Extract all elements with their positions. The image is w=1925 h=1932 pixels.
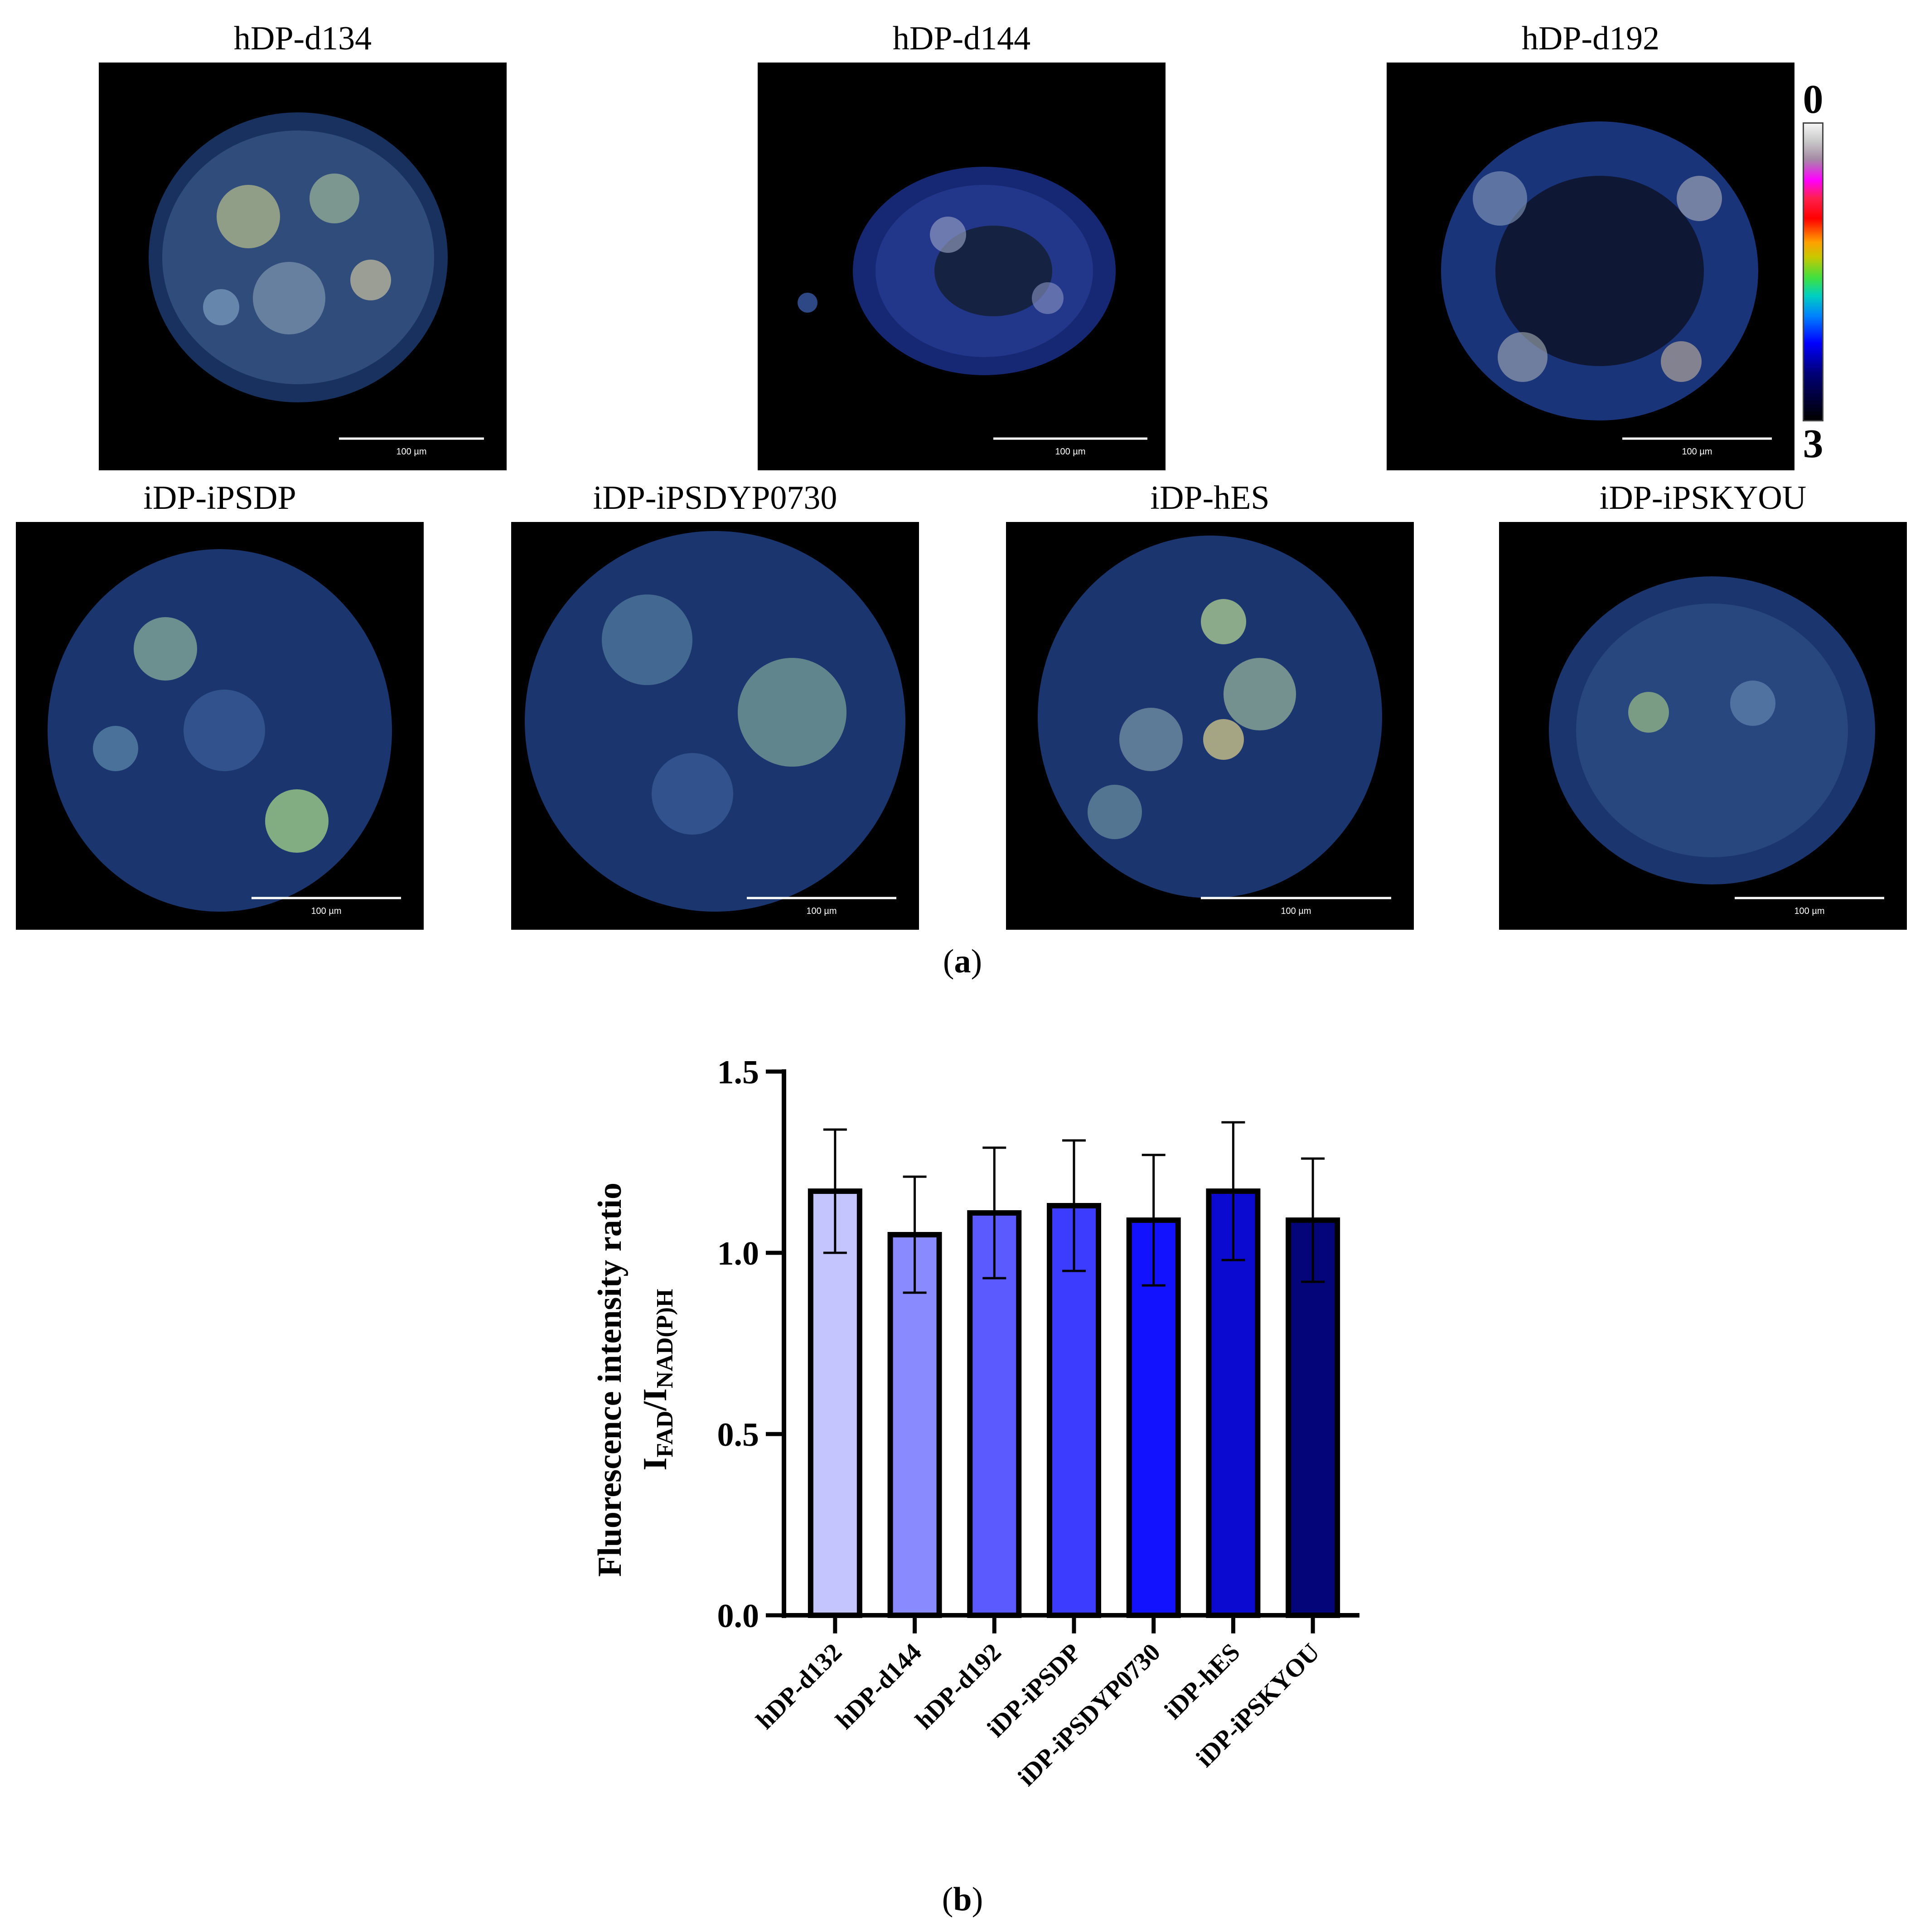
scale-label: 100 µm xyxy=(1794,906,1824,916)
y-axis-label: Fluorescence intensity ratio IFAD/INAD(P… xyxy=(591,1183,678,1577)
colorbar xyxy=(1803,122,1823,421)
y-tick-label: 0.5 xyxy=(717,1416,759,1454)
image-title-hdp-d144: hDP-d144 xyxy=(892,20,1031,57)
micrograph-idp-ipsdyp0730: 100 µm xyxy=(511,522,919,930)
micrograph-hdp-d134: 100 µm xyxy=(99,63,507,470)
y-axis-label-line2: IFAD/INAD(P)H xyxy=(637,1289,678,1471)
micrograph-idp-ipsdp: 100 µm xyxy=(16,522,424,930)
x-tick-label-iDP-iPSDYP0730: iDP-iPSDYP0730 xyxy=(1012,1638,1166,1790)
scale-label: 100 µm xyxy=(396,447,426,457)
bar-hDP-d132 xyxy=(808,1188,862,1618)
colorbar-bottom-label: 3 xyxy=(1803,421,1823,466)
bar-hDP-d192 xyxy=(967,1210,1022,1618)
micrograph-idp-hes: 100 µm xyxy=(1006,522,1414,930)
y-axis-label-slash: /I xyxy=(637,1388,674,1411)
image-title-hdp-d192: hDP-d192 xyxy=(1521,20,1660,57)
y-tick-label: 1.0 xyxy=(717,1235,759,1272)
panel-letter-a: a xyxy=(954,943,971,980)
micrograph-hdp-d192: 100 µm xyxy=(1387,63,1794,470)
image-title-idp-ipsdyp0730: iDP-iPSDYP0730 xyxy=(593,479,837,517)
y-axis-label-line1: Fluorescence intensity ratio xyxy=(591,1183,629,1577)
micrograph-hdp-d144: 100 µm xyxy=(758,63,1166,470)
scale-label: 100 µm xyxy=(311,906,341,916)
scale-label: 100 µm xyxy=(1055,447,1085,457)
panel-letter-b: b xyxy=(953,1881,972,1918)
image-title-hdp-d134: hDP-d134 xyxy=(233,20,372,57)
bars xyxy=(808,1121,1340,1618)
x-tick-labels: hDP-d132hDP-d144hDP-d192iDP-iPSDPiDP-iPS… xyxy=(751,1615,1325,1790)
y-axis-label-i: I xyxy=(637,1458,674,1471)
scale-label: 100 µm xyxy=(1682,447,1712,457)
x-tick-label-hDP-d144: hDP-d144 xyxy=(831,1638,927,1734)
image-title-idp-hes: iDP-hES xyxy=(1150,479,1270,517)
bar-chart: Fluorescence intensity ratio IFAD/INAD(P… xyxy=(591,1054,1359,1790)
y-axis-label-sub-fad: FAD xyxy=(652,1411,678,1458)
panel-label-b: (b) xyxy=(942,1881,983,1918)
x-tick-label-hDP-d132: hDP-d132 xyxy=(751,1638,847,1734)
y-tick-label: 1.5 xyxy=(717,1054,759,1091)
colorbar-top-label: 0 xyxy=(1803,77,1823,122)
scale-label: 100 µm xyxy=(1281,906,1311,916)
y-axis-label-sub-nadph: NAD(P)H xyxy=(652,1289,678,1389)
y-tick-label: 0.0 xyxy=(717,1598,759,1635)
image-title-idp-ipsdp: iDP-iPSDP xyxy=(143,479,296,517)
image-title-idp-ipskyou: iDP-iPSKYOU xyxy=(1599,479,1807,517)
micrograph-idp-ipskyou: 100 µm xyxy=(1499,522,1907,930)
scale-label: 100 µm xyxy=(806,906,837,916)
panel-label-a: (a) xyxy=(943,943,982,980)
